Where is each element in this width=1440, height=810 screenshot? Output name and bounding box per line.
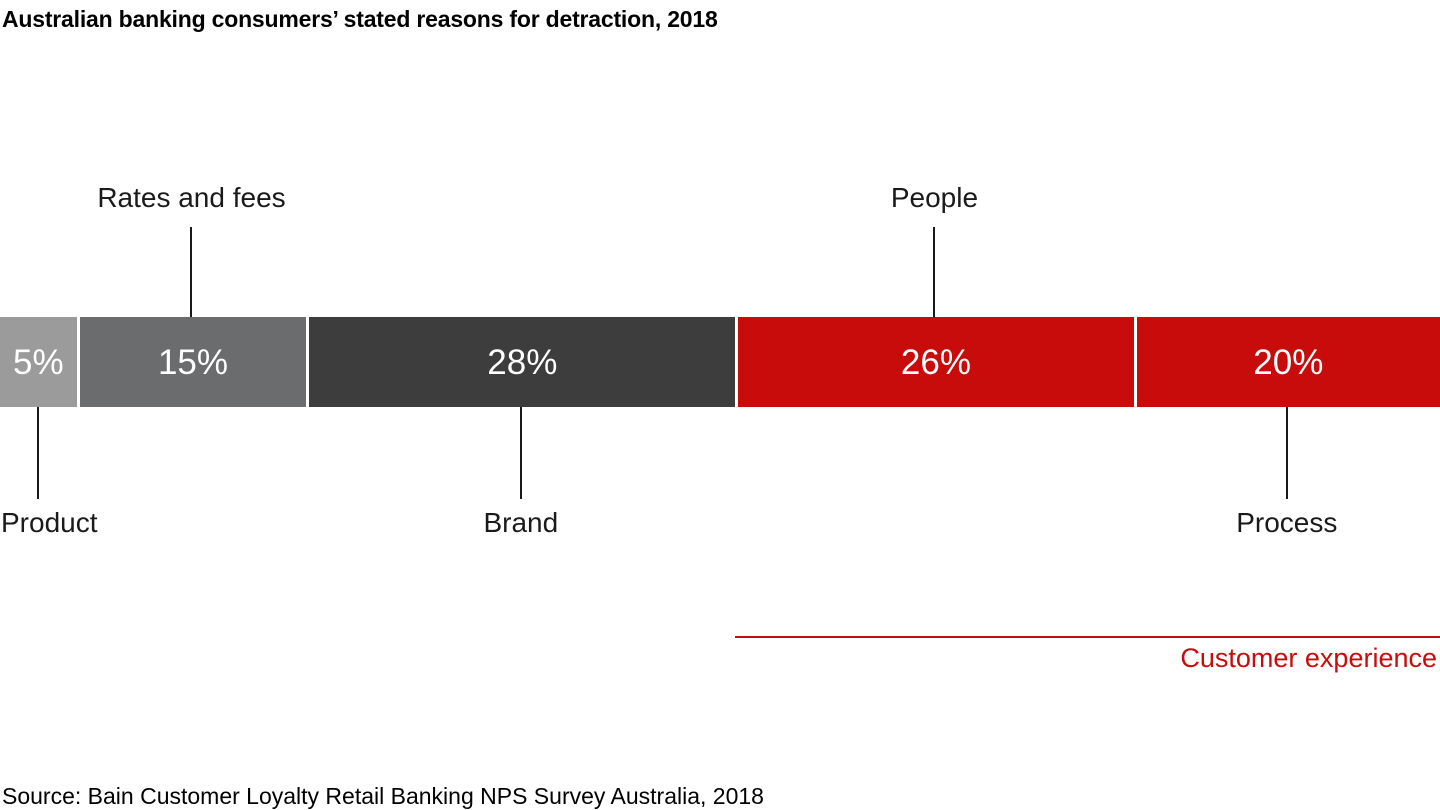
category-label-product: Product — [1, 507, 98, 538]
customer-experience-label: Customer experience — [1180, 643, 1437, 673]
segment-value-label-rates-and-fees: 15% — [157, 342, 229, 382]
leader-line-process — [1285, 407, 1288, 499]
segment-value-label-process: 20% — [1253, 342, 1324, 382]
leader-line-rates-and-fees — [190, 227, 193, 317]
leader-line-brand — [519, 407, 522, 499]
chart-title: Australian banking consumers’ stated rea… — [2, 6, 718, 32]
bar-segment-process: 20% — [1133, 317, 1440, 407]
segment-value-label-brand: 28% — [487, 342, 558, 382]
category-label-rates-and-fees: Rates and fees — [97, 182, 286, 213]
leader-line-people — [933, 227, 936, 317]
category-label-process: Process — [1236, 507, 1338, 538]
leader-line-product — [37, 407, 40, 499]
segment-value-label-product: 5% — [13, 342, 64, 382]
segment-value-label-people: 26% — [900, 342, 971, 382]
bar-segment-brand: 28% — [306, 317, 736, 407]
category-label-brand: Brand — [483, 507, 559, 538]
bar-segment-rates-and-fees: 15% — [76, 317, 307, 407]
customer-experience-bracket-line — [735, 636, 1440, 638]
stacked-bar: 5% 15% 28% 26% 20% — [0, 317, 1440, 407]
bar-segment-people: 26% — [735, 317, 1134, 407]
bar-segment-product: 5% — [0, 317, 77, 407]
category-label-people: People — [890, 182, 979, 213]
source-note: Source: Bain Customer Loyalty Retail Ban… — [2, 783, 764, 809]
